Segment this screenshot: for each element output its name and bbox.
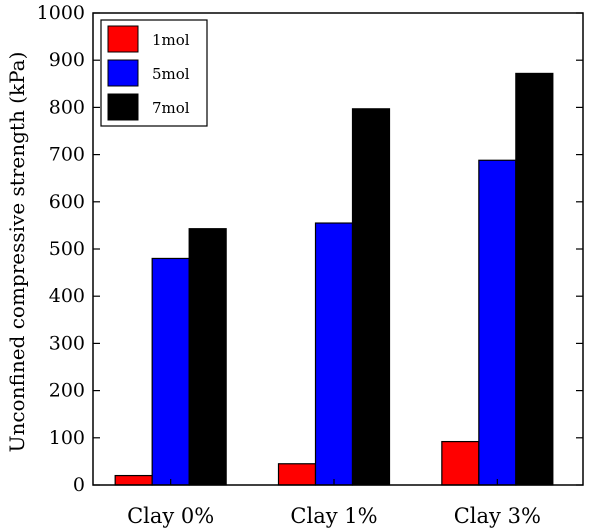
y-tick-label: 200 bbox=[49, 380, 85, 402]
bar-7mol-1 bbox=[351, 108, 391, 486]
x-category-label: Clay 1% bbox=[290, 504, 377, 528]
y-tick-label: 600 bbox=[49, 191, 85, 213]
y-tick-label: 700 bbox=[49, 144, 85, 166]
y-tick-label: 0 bbox=[73, 474, 85, 496]
bar-1mol-2 bbox=[441, 440, 480, 486]
y-tick-label: 300 bbox=[49, 332, 85, 354]
y-tick-label: 500 bbox=[49, 238, 85, 260]
bar-5mol-1 bbox=[314, 222, 354, 486]
x-category-label: Clay 0% bbox=[127, 504, 214, 528]
y-tick-label: 1000 bbox=[37, 2, 85, 24]
y-axis: 0 100 200 300 400 500 600 700 800 900 1000 bbox=[37, 2, 583, 496]
y-tick-label: 100 bbox=[49, 427, 85, 449]
legend: 1mol 5mol 7mol bbox=[100, 19, 208, 127]
bars-group bbox=[114, 72, 554, 486]
legend-label-7mol: 7mol bbox=[152, 99, 190, 117]
bar-1mol-0 bbox=[114, 474, 153, 486]
x-axis: Clay 0% Clay 1% Clay 3% bbox=[127, 479, 541, 528]
y-tick-label: 800 bbox=[49, 96, 85, 118]
legend-swatch-1mol bbox=[107, 25, 139, 53]
legend-swatch-5mol bbox=[107, 59, 139, 87]
bar-7mol-0 bbox=[188, 228, 227, 486]
legend-label-1mol: 1mol bbox=[152, 31, 190, 49]
bar-5mol-2 bbox=[478, 159, 517, 486]
legend-swatch-7mol bbox=[107, 93, 139, 121]
legend-label-5mol: 5mol bbox=[152, 65, 190, 83]
x-category-label: Clay 3% bbox=[454, 504, 541, 528]
y-tick-label: 900 bbox=[49, 49, 85, 71]
y-tick-label: 400 bbox=[49, 285, 85, 307]
bar-5mol-0 bbox=[151, 257, 190, 486]
y-axis-title: Unconfined compressive strength (kPa) bbox=[5, 52, 29, 453]
bar-1mol-1 bbox=[277, 463, 317, 486]
bar-7mol-2 bbox=[515, 72, 554, 486]
